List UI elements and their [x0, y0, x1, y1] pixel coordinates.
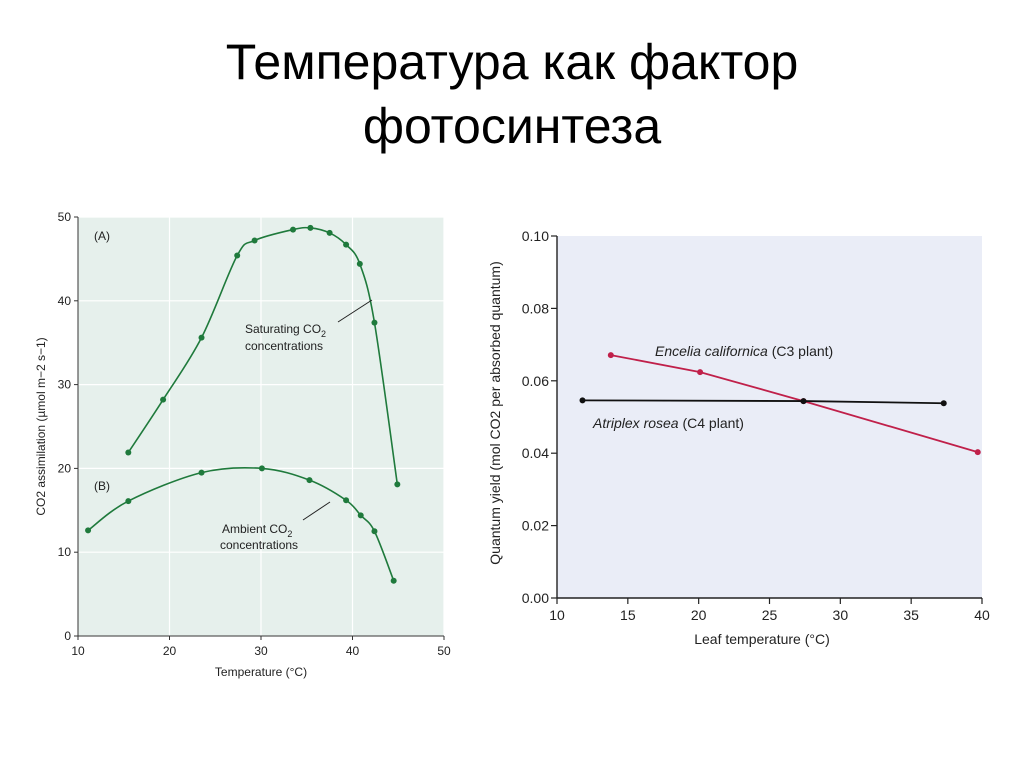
annotation-saturating-line-1: Saturating CO2 — [245, 322, 326, 339]
y-tick-label-a: 50 — [58, 210, 72, 224]
data-point-ambient — [306, 477, 313, 484]
series-label-encelia: Encelia californica (C3 plant) — [655, 343, 833, 359]
x-tick-label-a: 10 — [71, 644, 85, 658]
x-tick-label-b: 25 — [762, 607, 778, 623]
data-point-atriplex — [579, 397, 586, 404]
annotation-ambient-line-1: Ambient CO2 — [222, 522, 292, 539]
data-point-atriplex — [800, 398, 807, 405]
data-point-ambient — [357, 512, 364, 519]
panel-label-b: (B) — [94, 479, 110, 493]
y-tick-label-a: 0 — [64, 629, 71, 643]
data-point-ambient — [125, 498, 132, 505]
x-tick-label-b: 40 — [974, 607, 990, 623]
y-tick-label-b: 0.08 — [522, 300, 549, 316]
x-tick-label-a: 40 — [346, 644, 360, 658]
y-axis-title-a: CO2 assimilation (µmol m−2 s−1) — [34, 337, 48, 515]
data-point-ambient — [371, 528, 378, 535]
x-tick-label-a: 20 — [163, 644, 177, 658]
data-point-saturating — [326, 229, 333, 236]
x-tick-label-b: 30 — [833, 607, 849, 623]
slide-title-line-2: фотосинтеза — [362, 98, 662, 154]
data-point-saturating — [307, 224, 314, 231]
data-point-saturating — [371, 319, 378, 326]
x-tick-label-b: 10 — [549, 607, 565, 623]
data-point-encelia — [974, 449, 981, 456]
data-point-encelia — [607, 352, 614, 359]
data-point-ambient — [258, 465, 265, 472]
data-point-saturating — [234, 252, 241, 259]
leader-line-ambient — [302, 501, 331, 521]
y-tick-label-b: 0.04 — [522, 445, 549, 461]
x-tick-label-b: 15 — [620, 607, 636, 623]
panel-label-a: (A) — [94, 229, 110, 243]
y-tick-label-a: 40 — [58, 294, 72, 308]
y-tick-label-a: 10 — [58, 545, 72, 559]
annotation-saturating-line-2: concentrations — [245, 339, 323, 353]
x-axis-title-b: Leaf temperature (°C) — [694, 631, 830, 647]
y-tick-label-b: 0.00 — [522, 590, 549, 606]
annotation-ambient-line-2: concentrations — [220, 538, 298, 552]
data-point-ambient — [390, 577, 397, 584]
data-point-encelia — [697, 369, 704, 376]
data-point-saturating — [343, 241, 350, 248]
series-line-encelia — [610, 354, 979, 453]
data-point-ambient — [343, 497, 350, 504]
y-tick-label-b: 0.02 — [522, 518, 549, 534]
data-point-ambient — [198, 469, 205, 476]
data-point-saturating — [251, 237, 258, 244]
data-point-saturating — [356, 260, 363, 267]
x-tick-label-b: 20 — [691, 607, 707, 623]
series-line-saturating — [127, 226, 399, 485]
data-point-saturating — [160, 396, 167, 403]
x-tick-label-a: 30 — [254, 644, 268, 658]
data-point-ambient — [85, 527, 92, 534]
x-tick-label-a: 50 — [437, 644, 451, 658]
series-label-atriplex: Atriplex rosea (C4 plant) — [592, 415, 744, 431]
slide-title: Температура как фактор фотосинтеза — [0, 30, 1024, 158]
plot-area-b — [557, 236, 982, 598]
y-axis-title-b: Quantum yield (mol CO2 per absorbed quan… — [487, 261, 503, 564]
x-axis-title-a: Temperature (°C) — [215, 665, 307, 679]
slide-title-line-1: Температура как фактор — [225, 34, 799, 90]
x-tick-label-b: 35 — [903, 607, 919, 623]
data-point-saturating — [290, 226, 297, 233]
data-point-saturating — [125, 449, 132, 456]
y-tick-label-a: 20 — [58, 461, 72, 475]
y-tick-label-a: 30 — [58, 378, 72, 392]
data-point-saturating — [394, 481, 401, 488]
y-tick-label-b: 0.10 — [522, 228, 549, 244]
data-point-saturating — [198, 334, 205, 341]
leader-line-saturating — [337, 299, 373, 323]
y-tick-label-b: 0.06 — [522, 373, 549, 389]
data-point-atriplex — [940, 400, 947, 407]
